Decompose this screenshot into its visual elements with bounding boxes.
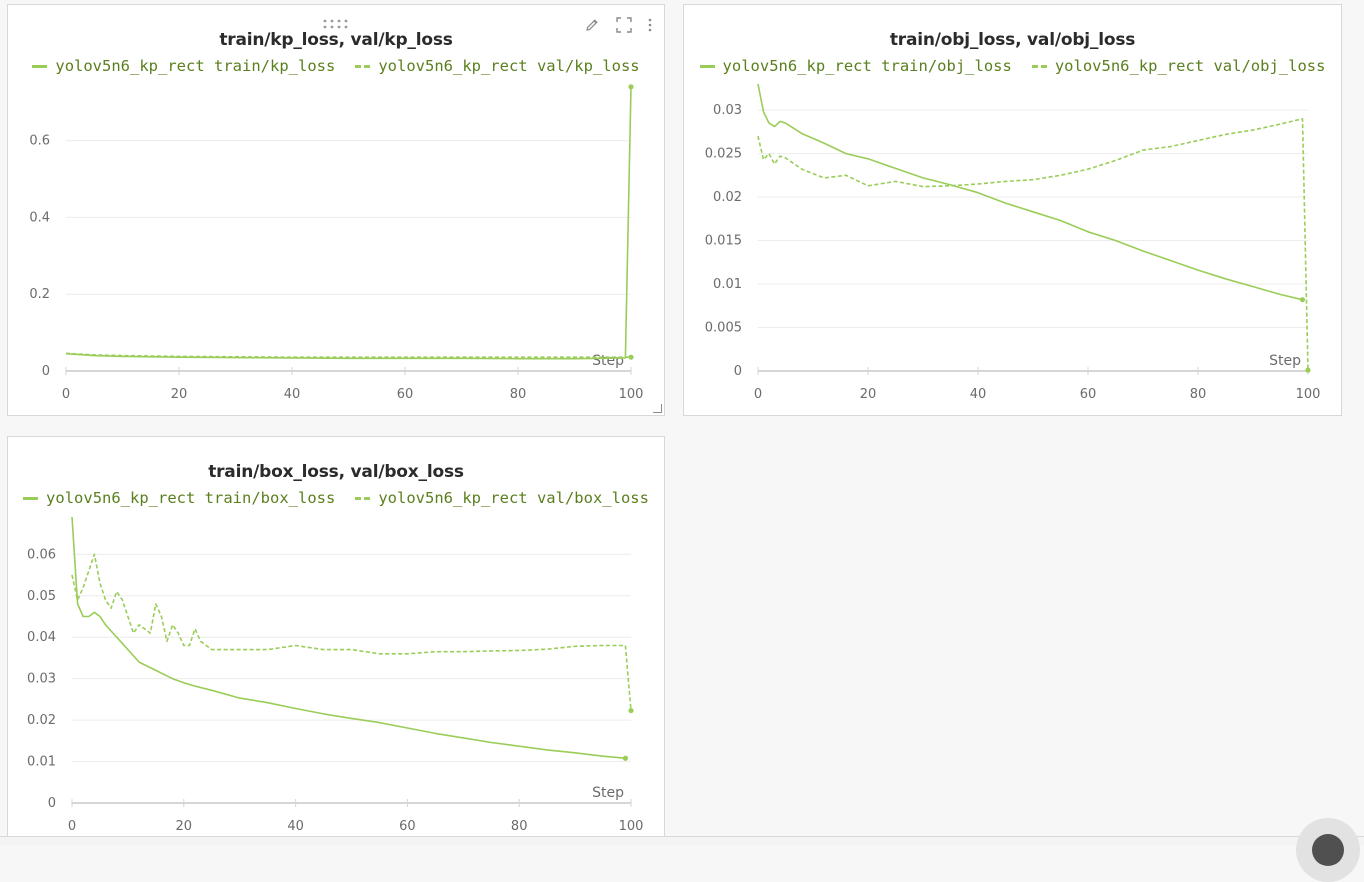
bottom-scroll-edge: [0, 836, 1364, 845]
y-tick-label: 0: [734, 364, 742, 379]
y-tick-label: 0.015: [705, 234, 742, 249]
y-tick-label: 0: [48, 796, 56, 811]
y-tick-label: 0: [42, 364, 50, 379]
series-end-point: [622, 755, 629, 761]
y-tick-label: 0.01: [713, 277, 742, 292]
y-tick-label: 0.2: [29, 287, 50, 302]
solid-line-swatch-icon: [699, 64, 715, 68]
dashed-line-swatch-icon: [1031, 64, 1047, 68]
series-end-point: [1299, 297, 1306, 303]
panel-toolbar: [582, 15, 654, 35]
x-axis-label: Step: [592, 353, 624, 369]
x-tick-label: 100: [619, 387, 644, 402]
resize-handle-icon[interactable]: [653, 404, 662, 413]
solid-line-swatch-icon: [32, 64, 48, 68]
series-line-val: [71, 553, 632, 711]
chart-legend: yolov5n6_kp_rect train/box_loss yolov5n6…: [8, 489, 664, 507]
chart-title: train/box_loss, val/box_loss: [208, 462, 464, 482]
x-axis-label: Step: [1269, 353, 1301, 369]
y-tick-label: 0.6: [29, 134, 50, 149]
legend-item-val[interactable]: yolov5n6_kp_rect val/kp_loss: [355, 57, 640, 75]
x-tick-label: 100: [619, 819, 644, 834]
drag-handle-icon[interactable]: [322, 17, 350, 29]
x-tick-label: 60: [397, 387, 414, 402]
x-tick-label: 40: [284, 387, 301, 402]
x-tick-label: 80: [510, 387, 527, 402]
y-tick-label: 0.005: [705, 321, 742, 336]
legend-item-train[interactable]: yolov5n6_kp_rect train/obj_loss: [699, 57, 1012, 75]
chart-plot[interactable]: 0 0.01 0.02 0.03 0.04 0.05 0.06 0 20 40 60 80 100 Ste…: [8, 437, 666, 843]
y-tick-label: 0.02: [713, 190, 742, 205]
y-tick-label: 0.4: [29, 210, 50, 225]
chart-legend: yolov5n6_kp_rect train/obj_loss yolov5n6…: [684, 57, 1341, 75]
chart-legend: yolov5n6_kp_rect train/kp_loss yolov5n6_…: [8, 57, 664, 75]
series-line-val: [757, 118, 1309, 371]
x-tick-label: 60: [399, 819, 416, 834]
y-tick-label: 0.01: [27, 755, 56, 770]
legend-label: yolov5n6_kp_rect train/kp_loss: [55, 57, 336, 75]
series-line-train: [65, 86, 632, 360]
more-vertical-icon[interactable]: [646, 15, 654, 35]
x-tick-label: 20: [176, 819, 193, 834]
legend-item-train[interactable]: yolov5n6_kp_rect train/box_loss: [23, 489, 335, 507]
y-tick-label: 0.02: [27, 713, 56, 728]
dashed-line-swatch-icon: [355, 496, 371, 500]
chart-panel-obj-loss[interactable]: train/obj_loss, val/obj_loss yolov5n6_kp…: [683, 4, 1342, 416]
x-axis-label: Step: [592, 785, 624, 801]
chat-bubble-icon: [1312, 834, 1344, 866]
x-tick-label: 0: [68, 819, 76, 834]
chat-launcher-button[interactable]: [1296, 818, 1360, 882]
y-tick-label: 0.025: [705, 147, 742, 162]
y-tick-label: 0.05: [27, 589, 56, 604]
series-end-point: [628, 84, 634, 90]
legend-item-train[interactable]: yolov5n6_kp_rect train/kp_loss: [32, 57, 335, 75]
y-tick-label: 0.03: [713, 103, 742, 118]
chart-title: train/obj_loss, val/obj_loss: [889, 30, 1136, 50]
x-tick-label: 0: [62, 387, 70, 402]
x-tick-label: 40: [287, 819, 304, 834]
legend-label: yolov5n6_kp_rect val/box_loss: [378, 489, 649, 507]
y-tick-label: 0.04: [27, 630, 56, 645]
chart-plot[interactable]: 0 0.005 0.01 0.015 0.02 0.025 0.03 0 20 40 60 80 100…: [684, 5, 1343, 417]
x-tick-label: 20: [860, 387, 877, 402]
legend-item-val[interactable]: yolov5n6_kp_rect val/obj_loss: [1031, 57, 1326, 75]
chart-plot[interactable]: 0 0.2 0.4 0.6 0 20 40 60 80 100 Step: [8, 5, 666, 417]
series-end-point: [628, 354, 634, 360]
x-tick-label: 20: [171, 387, 188, 402]
x-tick-label: 80: [511, 819, 528, 834]
x-tick-label: 60: [1080, 387, 1097, 402]
y-tick-label: 0.06: [27, 547, 56, 562]
chart-panel-box-loss[interactable]: train/box_loss, val/box_loss yolov5n6_kp…: [7, 436, 665, 842]
series-line-val: [65, 352, 631, 359]
x-tick-label: 0: [754, 387, 762, 402]
pencil-icon[interactable]: [582, 15, 602, 35]
legend-label: yolov5n6_kp_rect train/box_loss: [46, 489, 336, 507]
y-tick-label: 0.03: [27, 672, 56, 687]
expand-icon[interactable]: [614, 15, 634, 35]
legend-label: yolov5n6_kp_rect val/kp_loss: [378, 57, 640, 75]
legend-label: yolov5n6_kp_rect train/obj_loss: [722, 57, 1012, 75]
chart-title: train/kp_loss, val/kp_loss: [219, 30, 453, 50]
x-tick-label: 80: [1190, 387, 1207, 402]
x-tick-label: 40: [970, 387, 987, 402]
x-tick-label: 100: [1296, 387, 1321, 402]
dashed-line-swatch-icon: [355, 64, 371, 68]
legend-item-val[interactable]: yolov5n6_kp_rect val/box_loss: [355, 489, 649, 507]
series-end-point: [628, 707, 634, 714]
series-line-train: [71, 516, 626, 759]
series-end-point: [1305, 367, 1311, 373]
chart-panel-kp-loss[interactable]: train/kp_loss, val/kp_loss yolov5n6_kp_r…: [7, 4, 665, 416]
series-line-train: [757, 83, 1303, 301]
solid-line-swatch-icon: [23, 496, 39, 500]
legend-label: yolov5n6_kp_rect val/obj_loss: [1054, 57, 1326, 75]
